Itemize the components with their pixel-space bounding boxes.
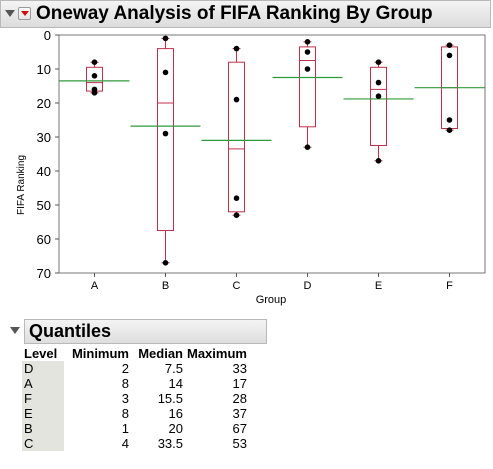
maximum-cell: 53 bbox=[232, 436, 247, 451]
x-tick-label: E bbox=[375, 280, 382, 292]
column-header: Median bbox=[138, 346, 183, 361]
red-triangle-menu-icon[interactable] bbox=[18, 7, 31, 20]
median-cell: 14 bbox=[168, 376, 183, 391]
data-point bbox=[233, 96, 240, 103]
median-cell: 15.5 bbox=[157, 391, 183, 406]
y-tick-label: 50 bbox=[37, 198, 51, 213]
quantiles-disclosure-icon[interactable] bbox=[10, 327, 20, 334]
minimum-cell: 8 bbox=[121, 406, 129, 421]
y-tick-label: 10 bbox=[37, 62, 51, 77]
x-tick-label: D bbox=[304, 280, 312, 292]
table-row: F 3 15.5 28 bbox=[22, 391, 249, 406]
column-header: Minimum bbox=[71, 346, 129, 361]
minimum-cell: 2 bbox=[121, 361, 129, 376]
table-row: E 8 16 37 bbox=[22, 406, 249, 421]
data-point bbox=[375, 79, 382, 86]
data-point bbox=[233, 212, 240, 218]
data-point bbox=[91, 90, 98, 96]
data-point bbox=[375, 158, 382, 164]
x-tick-label: C bbox=[233, 280, 241, 292]
data-point bbox=[446, 127, 453, 133]
median-cell: 20 bbox=[168, 421, 183, 436]
y-tick-label: 60 bbox=[37, 232, 51, 247]
table-row: C 4 33.5 53 bbox=[22, 436, 249, 451]
report-title: Oneway Analysis of FIFA Ranking By Group bbox=[36, 3, 433, 24]
data-point bbox=[162, 130, 169, 137]
column-header: Level bbox=[24, 346, 58, 361]
level-cell: D bbox=[22, 361, 64, 376]
maximum-cell: 33 bbox=[232, 361, 247, 376]
x-tick-label: B bbox=[162, 280, 169, 292]
data-point bbox=[304, 66, 311, 72]
data-point bbox=[375, 93, 382, 99]
data-point bbox=[162, 260, 169, 266]
quantiles-header[interactable]: Quantiles bbox=[24, 319, 267, 344]
data-point bbox=[233, 45, 240, 52]
median-cell: 33.5 bbox=[157, 436, 183, 451]
level-cell: F bbox=[22, 391, 64, 406]
x-tick-label: A bbox=[91, 280, 99, 292]
data-point bbox=[233, 195, 240, 201]
maximum-cell: 17 bbox=[232, 376, 247, 391]
data-point bbox=[375, 59, 382, 65]
box bbox=[370, 66, 387, 146]
y-tick-label: 20 bbox=[37, 96, 51, 111]
x-tick-label: F bbox=[446, 280, 453, 292]
table-row: A 8 14 17 bbox=[22, 376, 249, 391]
y-tick-label: 70 bbox=[37, 266, 51, 281]
disclosure-triangle-icon[interactable] bbox=[5, 10, 15, 17]
box bbox=[228, 61, 245, 213]
column-header: Maximum bbox=[187, 346, 247, 361]
minimum-cell: 4 bbox=[121, 436, 129, 451]
y-tick-label: 30 bbox=[37, 130, 51, 145]
plot-frame bbox=[58, 34, 486, 274]
data-point bbox=[304, 39, 311, 45]
box bbox=[157, 48, 174, 231]
level-cell: E bbox=[22, 406, 64, 421]
data-point bbox=[91, 59, 98, 65]
y-tick-label: 40 bbox=[37, 164, 51, 179]
maximum-cell: 67 bbox=[232, 421, 247, 436]
box bbox=[299, 46, 316, 128]
y-tick-label: 0 bbox=[44, 28, 51, 43]
quantiles-title: Quantiles bbox=[29, 321, 112, 341]
report-header[interactable]: Oneway Analysis of FIFA Ranking By Group bbox=[0, 0, 491, 28]
level-cell: C bbox=[22, 436, 64, 451]
data-point bbox=[304, 144, 311, 150]
minimum-cell: 3 bbox=[121, 391, 129, 406]
minimum-cell: 1 bbox=[121, 421, 129, 436]
level-cell: B bbox=[22, 421, 64, 436]
data-point bbox=[446, 42, 453, 48]
table-row: B 1 20 67 bbox=[22, 421, 249, 436]
data-point bbox=[162, 35, 169, 42]
data-point bbox=[91, 73, 98, 79]
quantiles-table: Level Minimum Median Maximum D 2 7.5 33 … bbox=[22, 346, 249, 451]
minimum-cell: 8 bbox=[121, 376, 129, 391]
x-axis-label: Group bbox=[256, 294, 287, 306]
y-axis-label: FIFA Ranking bbox=[16, 155, 27, 215]
median-cell: 16 bbox=[168, 406, 183, 421]
data-point bbox=[304, 49, 311, 55]
data-point bbox=[162, 69, 169, 76]
quantiles-header-row: Level Minimum Median Maximum bbox=[22, 346, 249, 361]
oneway-box-plot: FIFA Ranking Group 0 10 20 30 40 50 60 70 A B C D E F bbox=[16, 28, 486, 306]
table-row: D 2 7.5 33 bbox=[22, 361, 249, 376]
level-cell: A bbox=[22, 376, 64, 391]
maximum-cell: 37 bbox=[232, 406, 247, 421]
data-point bbox=[446, 117, 453, 123]
maximum-cell: 28 bbox=[232, 391, 247, 406]
median-cell: 7.5 bbox=[164, 361, 183, 376]
data-point bbox=[446, 52, 453, 59]
